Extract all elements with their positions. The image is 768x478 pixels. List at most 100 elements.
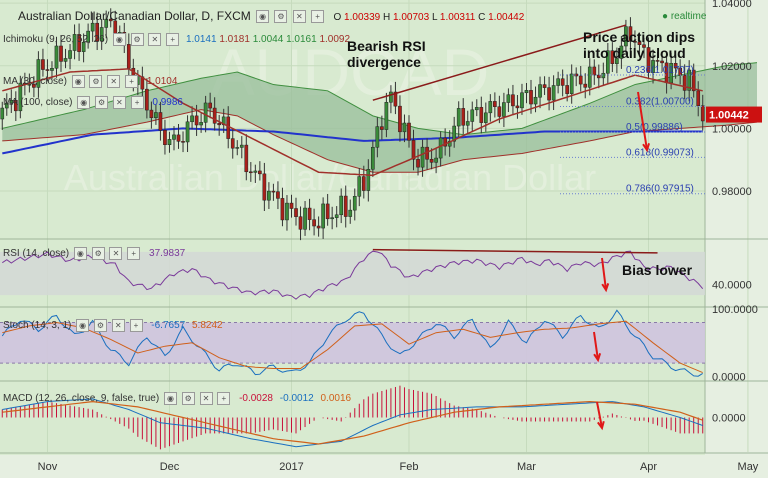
time-axis-tick: May — [738, 461, 759, 473]
eye-icon[interactable]: ◉ — [73, 247, 87, 260]
settings-icon[interactable]: ⚙ — [181, 392, 195, 405]
candle-body — [651, 60, 655, 73]
add-icon[interactable]: + — [217, 392, 231, 405]
close-value: 1.00442 — [488, 12, 525, 23]
candle-body — [547, 87, 551, 101]
candle-body — [325, 203, 330, 220]
stoch-k-line — [1, 309, 703, 377]
candle-body — [461, 108, 466, 126]
settings-icon[interactable]: ⚙ — [95, 96, 109, 109]
candle-body — [465, 121, 470, 126]
candle-body — [176, 134, 181, 142]
eye-icon[interactable]: ◉ — [112, 33, 126, 46]
candle-body — [560, 78, 565, 86]
candle-body — [145, 88, 149, 111]
add-icon[interactable]: + — [127, 247, 141, 260]
candle-body — [72, 34, 77, 51]
candle-body — [565, 85, 569, 94]
candle-body — [32, 83, 36, 88]
stoch-label: Stoch (14, 3, 1) — [3, 320, 72, 332]
candle-body — [86, 30, 90, 43]
candle-body — [447, 140, 452, 147]
add-icon[interactable]: + — [129, 319, 143, 332]
rsi-legend[interactable]: RSI (14, close) ◉ ⚙ ✕ + 37.9837 — [3, 247, 185, 260]
stoch-axis-tick: 100.0000 — [712, 304, 758, 316]
close-icon[interactable]: ✕ — [111, 319, 125, 332]
rsi-down-arrow — [601, 257, 607, 291]
settings-icon[interactable]: ⚙ — [91, 247, 105, 260]
candle-body — [212, 107, 217, 124]
rsi-line — [2, 250, 704, 300]
eye-icon[interactable]: ◉ — [76, 319, 90, 332]
close-icon[interactable]: ✕ — [148, 33, 162, 46]
candle-body — [434, 157, 438, 163]
close-icon[interactable]: ✕ — [112, 96, 126, 109]
ichimoku-legend[interactable]: Ichimoku (9, 26, 52, 26) ◉ ⚙ ✕ + 1.0141 … — [3, 33, 350, 46]
ichimoku-value-1: 1.0141 — [185, 34, 217, 46]
low-value: 1.00311 — [439, 12, 476, 23]
candle-body — [389, 91, 393, 103]
add-icon[interactable]: + — [311, 10, 325, 24]
candle-body — [655, 60, 660, 62]
candle-body — [696, 90, 701, 107]
candle-body — [578, 75, 583, 85]
ichimoku-value-4: 1.0161 — [286, 34, 317, 46]
eye-icon[interactable]: ◉ — [77, 96, 91, 109]
add-icon[interactable]: + — [166, 33, 180, 46]
price-down-arrow — [637, 91, 648, 151]
close-icon[interactable]: ✕ — [292, 10, 306, 24]
macd-legend[interactable]: MACD (12, 26, close, 9, false, true) ◉ ⚙… — [3, 392, 351, 405]
candle-body — [230, 138, 235, 149]
close-icon[interactable]: ✕ — [199, 392, 213, 405]
stoch-down-arrow-head — [593, 353, 602, 363]
candle-body — [321, 203, 325, 229]
settings-icon[interactable]: ⚙ — [130, 33, 144, 46]
candle-body — [294, 208, 298, 217]
candle-body — [633, 41, 637, 43]
candle-body — [90, 22, 95, 32]
close-icon[interactable]: ✕ — [109, 247, 123, 260]
settings-icon[interactable]: ⚙ — [93, 319, 107, 332]
macd-down-arrow — [596, 401, 603, 429]
candle-body — [181, 141, 185, 143]
ma30-legend[interactable]: MA (30, close) ◉ ⚙ ✕ + 1.0104 — [3, 75, 177, 88]
candle-body — [624, 26, 628, 47]
candle-body — [253, 170, 258, 173]
close-icon[interactable]: ✕ — [107, 75, 121, 88]
add-icon[interactable]: + — [125, 75, 139, 88]
candle-body — [610, 50, 615, 64]
macd-down-arrow-head — [597, 420, 605, 431]
eye-icon[interactable]: ◉ — [256, 10, 270, 24]
candle-body — [375, 126, 380, 148]
add-icon[interactable]: + — [130, 96, 144, 109]
candle-body — [312, 219, 316, 227]
stoch-value-d: 5.8242 — [191, 320, 223, 332]
price-annotation-line2: into daily cloud — [583, 45, 686, 61]
bearish-annotation-line2: divergence — [347, 54, 421, 70]
ichimoku-value-2: 1.0181 — [219, 34, 250, 46]
settings-icon[interactable]: ⚙ — [274, 10, 288, 24]
ma30-line — [2, 68, 703, 177]
bias-annotation-text: Bias lower — [622, 262, 693, 278]
ma100-legend[interactable]: MA (100, close) ◉ ⚙ ✕ + 0.9986 — [3, 96, 183, 109]
macd-axis-tick: 0.0000 — [712, 413, 746, 425]
stoch-d-line — [2, 320, 703, 374]
price-down-arrow-head — [642, 143, 650, 153]
candle-body — [556, 78, 560, 86]
candle-body — [334, 214, 339, 218]
settings-icon[interactable]: ⚙ — [89, 75, 103, 88]
macd-value-signal: 0.0016 — [320, 393, 352, 405]
price-axis-tick: 1.02000 — [712, 61, 752, 73]
candle-body — [438, 137, 443, 159]
candle-body — [267, 190, 271, 201]
candle-body — [13, 100, 18, 112]
time-axis-tick: Mar — [517, 461, 536, 473]
cloud-span-a-line — [2, 62, 758, 136]
candle-body — [524, 90, 529, 94]
candle-body — [9, 100, 14, 104]
stoch-legend[interactable]: Stoch (14, 3, 1) ◉ ⚙ ✕ + -6.7657 5.8242 — [3, 319, 223, 332]
candle-body — [262, 173, 267, 201]
eye-icon[interactable]: ◉ — [163, 392, 177, 405]
candle-body — [271, 190, 276, 193]
eye-icon[interactable]: ◉ — [71, 75, 85, 88]
